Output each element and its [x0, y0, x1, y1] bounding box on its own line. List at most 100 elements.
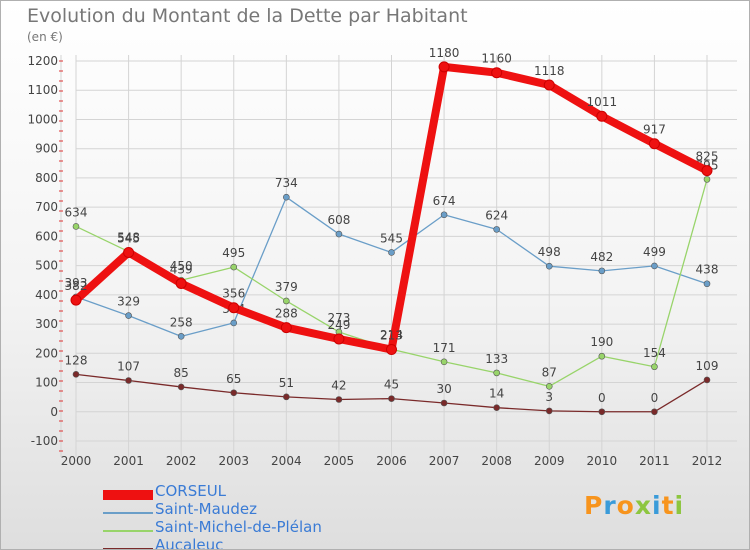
y-tick-label: 400	[35, 288, 58, 302]
data-point	[388, 249, 395, 256]
data-point	[703, 280, 711, 288]
data-label: 608	[327, 213, 350, 227]
data-label: 674	[433, 194, 456, 208]
data-point	[440, 211, 448, 219]
legend-label: CORSEUL	[155, 482, 227, 500]
y-tick-label: 200	[35, 346, 58, 360]
data-point	[175, 277, 187, 289]
data-label: 65	[226, 372, 241, 386]
data-point	[491, 67, 503, 79]
chart-title: Evolution du Montant de la Dette par Hab…	[27, 5, 468, 27]
data-point	[493, 226, 500, 233]
data-point	[123, 246, 135, 258]
data-label: 30	[436, 382, 451, 396]
data-label: 87	[542, 365, 557, 379]
data-point	[596, 110, 608, 122]
data-point	[230, 389, 238, 397]
data-point	[651, 408, 658, 416]
data-point	[72, 371, 80, 378]
data-point	[440, 399, 448, 407]
y-tick-label: 700	[35, 200, 58, 214]
data-label: 258	[170, 315, 193, 329]
data-label: 450	[170, 259, 193, 273]
data-label: 288	[275, 307, 298, 321]
data-label: 438	[696, 263, 719, 277]
data-point	[283, 393, 290, 401]
data-label: 1118	[534, 64, 565, 78]
y-tick-label: -100	[31, 434, 58, 448]
data-point	[177, 333, 185, 340]
x-tick-label: 2011	[639, 454, 670, 468]
data-label: 0	[651, 391, 659, 405]
data-label: 0	[598, 391, 606, 405]
data-label: 439	[170, 262, 193, 276]
x-tick-label: 2008	[481, 454, 512, 468]
logo-letter: t	[661, 491, 675, 520]
data-point	[388, 395, 395, 402]
data-point	[701, 165, 713, 177]
data-point	[228, 302, 240, 314]
data-point	[386, 344, 397, 356]
data-label: 393	[65, 276, 88, 290]
data-label: 917	[643, 123, 666, 137]
data-point	[438, 61, 450, 73]
data-label: 1011	[587, 95, 618, 109]
y-tick-label: 1000	[27, 112, 58, 126]
data-point	[543, 79, 555, 91]
data-point	[545, 407, 553, 415]
data-label: 329	[117, 295, 140, 309]
logo-letter: i	[674, 491, 685, 520]
data-point	[230, 319, 238, 327]
y-tick-label: 900	[35, 142, 58, 156]
data-point	[545, 262, 553, 270]
data-label: 634	[65, 205, 88, 219]
data-label: 545	[117, 231, 140, 245]
x-tick-label: 2003	[218, 454, 249, 468]
data-label: 495	[222, 246, 245, 260]
x-tick-label: 2007	[429, 454, 460, 468]
data-point	[703, 376, 711, 384]
data-label: 624	[485, 208, 508, 222]
data-label: 45	[384, 378, 399, 392]
data-label: 1180	[429, 46, 460, 60]
logo-letter: i	[652, 491, 662, 520]
y-tick-label: 500	[35, 259, 58, 273]
x-tick-label: 2000	[61, 454, 92, 468]
x-tick-label: 2002	[166, 454, 197, 468]
data-point	[703, 176, 711, 183]
data-label: 482	[590, 250, 613, 264]
legend-label: Saint-Maudez	[155, 500, 257, 518]
data-point	[125, 377, 132, 384]
data-point	[230, 263, 238, 271]
x-tick-label: 2012	[692, 454, 723, 468]
data-point	[283, 193, 290, 201]
x-tick-label: 2009	[534, 454, 565, 468]
data-point	[70, 294, 82, 306]
legend-label: Aucaleuc	[155, 536, 224, 550]
data-label: 249	[327, 318, 350, 332]
data-label: 154	[643, 346, 666, 360]
y-tick-label: 300	[35, 317, 58, 331]
data-label: 128	[65, 353, 88, 367]
legend-swatch	[103, 490, 153, 500]
logo-letter: x	[634, 491, 652, 520]
data-label: 213	[380, 329, 403, 343]
data-point	[177, 383, 185, 391]
data-point	[335, 396, 343, 403]
data-label: 1160	[481, 52, 512, 66]
data-point	[335, 230, 343, 238]
x-tick-label: 2001	[113, 454, 144, 468]
data-point	[651, 363, 658, 371]
data-label: 499	[643, 245, 666, 259]
x-tick-label: 2010	[587, 454, 618, 468]
legend-swatch	[103, 548, 153, 549]
proxiti-logo: Proxiti	[584, 491, 684, 520]
data-point	[72, 223, 80, 230]
legend-label: Saint-Michel-de-Plélan	[155, 518, 322, 536]
y-tick-label: 1100	[27, 83, 58, 97]
data-point	[598, 267, 606, 275]
data-point	[283, 297, 290, 305]
data-label: 171	[433, 341, 456, 355]
